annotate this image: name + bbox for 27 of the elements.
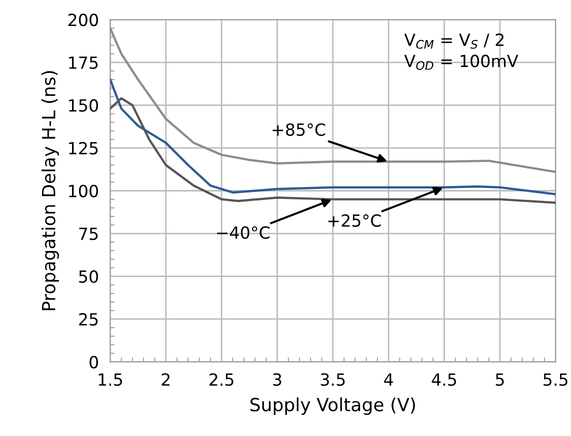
x-tick-label: 4 [384, 374, 393, 386]
annotation: +25°C [328, 214, 381, 227]
y-tick-label: 200 [68, 14, 98, 26]
line-series [110, 78, 556, 196]
y-tick-label: 100 [69, 184, 98, 198]
annotation: +85°C [272, 123, 326, 136]
line-series [110, 97, 556, 204]
y-tick-label: 0 [90, 356, 98, 368]
x-tick-label: 2 [162, 373, 170, 386]
y-tick-label: 125 [69, 142, 98, 155]
x-axis-title: Supply Voltage (V) [250, 397, 415, 415]
x-tick-label: 3 [273, 373, 282, 386]
line-series [110, 27, 556, 174]
y-tick-label: 50 [79, 270, 98, 283]
x-tick-label: 5 [496, 374, 504, 386]
text: V$_{CM}$ = V$_{S}$ / 2 V$_{OD}$ = 100mV [404, 33, 518, 70]
y-tick-label: 175 [69, 56, 98, 69]
y-tick-label: 75 [79, 228, 98, 240]
y-tick-label: 25 [79, 313, 98, 326]
x-tick-label: 4.5 [432, 374, 456, 386]
annotation: −40°C [217, 226, 270, 239]
x-tick-label: 3.5 [320, 373, 345, 386]
y-axis-title: Propagation Delay H-L (ns) [41, 71, 59, 310]
x-tick-label: 5.5 [544, 374, 568, 386]
y-tick-label: 150 [69, 99, 98, 112]
x-tick-label: 2.5 [210, 373, 234, 386]
x-tick-label: 1.5 [98, 374, 122, 386]
